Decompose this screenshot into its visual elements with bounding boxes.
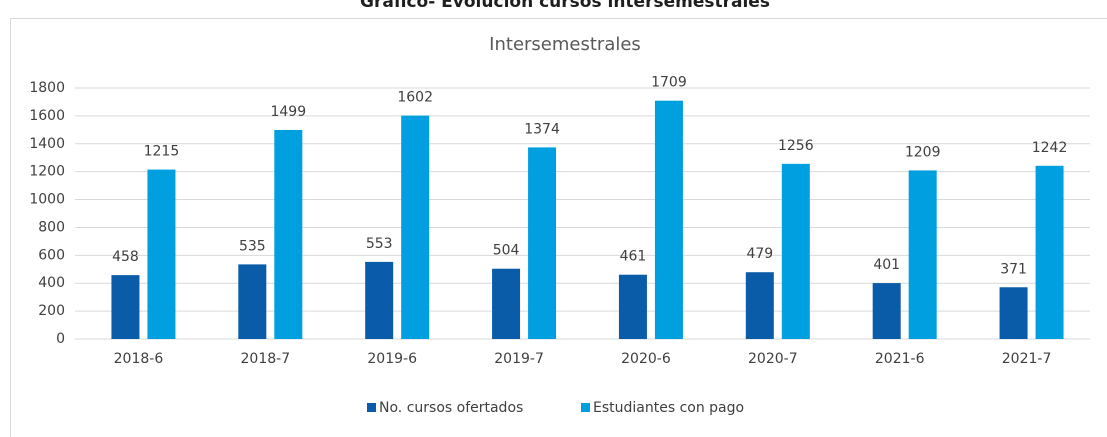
x-tick-label: 2020-6: [621, 351, 671, 367]
data-label: 458: [112, 249, 139, 265]
bar: [274, 129, 303, 339]
y-tick-label: 1800: [29, 80, 65, 96]
data-label: 371: [1000, 261, 1027, 277]
legend-label: Estudiantes con pago: [593, 400, 744, 416]
y-tick-label: 400: [38, 275, 65, 291]
data-label: 479: [746, 246, 773, 262]
data-label: 1602: [397, 90, 433, 106]
bar: [908, 170, 937, 339]
x-tick-label: 2020-7: [748, 351, 798, 367]
chart-title: Intersemestrales: [489, 34, 641, 55]
data-label: 535: [239, 238, 266, 254]
bar: [528, 147, 557, 339]
legend-label: No. cursos ofertados: [379, 400, 523, 416]
bar: [238, 264, 267, 339]
x-tick-label: 2018-7: [241, 351, 291, 367]
y-tick-label: 600: [38, 247, 65, 263]
legend-swatch: [581, 403, 590, 412]
legend-swatch: [367, 403, 376, 412]
bar: [781, 163, 810, 339]
bar: [401, 115, 430, 339]
data-label: 1709: [651, 75, 687, 91]
data-label: 1374: [524, 121, 560, 137]
data-label: 553: [366, 236, 393, 252]
bar: [745, 272, 774, 339]
x-tick-label: 2019-7: [494, 351, 544, 367]
data-label: 1209: [905, 144, 941, 160]
chart-border: [10, 18, 1107, 437]
bar: [492, 268, 521, 339]
y-tick-label: 1600: [29, 108, 65, 124]
y-tick-label: 1200: [29, 164, 65, 180]
bar: [999, 287, 1028, 339]
y-tick-label: 800: [38, 219, 65, 235]
data-label: 401: [873, 257, 900, 273]
y-tick-label: 1400: [29, 136, 65, 152]
data-label: 504: [493, 243, 520, 259]
bar: [654, 100, 683, 339]
page-title: Gráfico- Evolución cursos intersemestral…: [360, 0, 770, 12]
x-tick-label: 2019-6: [367, 351, 417, 367]
data-label: 1499: [270, 104, 306, 120]
bar: [365, 261, 394, 339]
data-label: 1242: [1032, 140, 1068, 156]
bar: [111, 275, 140, 339]
x-tick-label: 2018-6: [114, 351, 164, 367]
data-label: 1256: [778, 138, 814, 154]
y-tick-label: 1000: [29, 192, 65, 208]
bar: [147, 169, 176, 339]
data-label: 1215: [144, 144, 180, 160]
y-tick-label: 200: [38, 303, 65, 319]
bar: [872, 283, 901, 339]
x-tick-label: 2021-7: [1002, 351, 1052, 367]
y-tick-label: 0: [56, 331, 65, 347]
bar: [618, 274, 647, 339]
data-label: 461: [620, 249, 647, 265]
x-tick-label: 2021-6: [875, 351, 925, 367]
bar: [1035, 165, 1064, 339]
